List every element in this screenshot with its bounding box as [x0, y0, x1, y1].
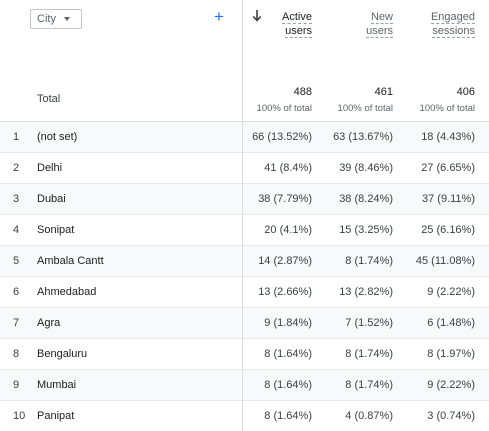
total-label: Total [37, 93, 61, 105]
new-users-cell: 8 (1.74%) [345, 379, 393, 391]
city-name: Bengaluru [37, 348, 88, 360]
row-index: 5 [13, 255, 20, 267]
row-index: 2 [13, 162, 20, 174]
engaged-sessions-cell: 6 (1.48%) [427, 317, 475, 329]
column-header-active-users[interactable]: Active users [282, 10, 312, 38]
row-index: 3 [13, 193, 20, 205]
table-row[interactable]: 9 Mumbai 8 (1.64%) 8 (1.74%) 9 (2.22%) [0, 370, 489, 401]
active-users-cell: 13 (2.66%) [258, 286, 312, 298]
new-users-cell: 4 (0.87%) [345, 410, 393, 422]
table-header [0, 0, 489, 122]
table-row[interactable]: 6 Ahmedabad 13 (2.66%) 13 (2.82%) 9 (2.22%) [0, 277, 489, 308]
new-users-cell: 38 (8.24%) [339, 193, 393, 205]
total-new-users-pct: 100% of total [337, 103, 393, 114]
column-header-new-users[interactable]: New users [366, 10, 393, 38]
city-name: (not set) [37, 131, 78, 143]
dimension-label: City [37, 13, 56, 25]
new-users-cell: 39 (8.46%) [339, 162, 393, 174]
engaged-sessions-cell: 25 (6.16%) [421, 224, 475, 236]
total-active-users-pct: 100% of total [256, 103, 312, 114]
table-row[interactable]: 3 Dubai 38 (7.79%) 38 (8.24%) 37 (9.11%) [0, 184, 489, 215]
table-row[interactable]: 7 Agra 9 (1.84%) 7 (1.52%) 6 (1.48%) [0, 308, 489, 339]
total-new-users: 461 [374, 86, 393, 98]
column-divider [242, 0, 243, 431]
row-index: 7 [13, 317, 20, 329]
total-engaged-sessions-pct: 100% of total [419, 103, 475, 114]
new-users-cell: 8 (1.74%) [345, 348, 393, 360]
column-header-line: Engaged [430, 11, 475, 24]
engaged-sessions-cell: 3 (0.74%) [427, 410, 475, 422]
table-row[interactable]: 10 Panipat 8 (1.64%) 4 (0.87%) 3 (0.74%) [0, 401, 489, 431]
row-index: 10 [13, 410, 26, 422]
engaged-sessions-cell: 18 (4.43%) [421, 131, 475, 143]
city-name: Ambala Cantt [37, 255, 104, 267]
active-users-cell: 38 (7.79%) [258, 193, 312, 205]
city-name: Mumbai [37, 379, 77, 391]
total-engaged-sessions: 406 [456, 86, 475, 98]
sort-descending-icon[interactable] [252, 10, 262, 22]
active-users-cell: 8 (1.64%) [264, 379, 312, 391]
active-users-cell: 20 (4.1%) [264, 224, 312, 236]
active-users-cell: 9 (1.84%) [264, 317, 312, 329]
new-users-cell: 15 (3.25%) [339, 224, 393, 236]
column-header-line: users [366, 25, 393, 38]
row-index: 9 [13, 379, 20, 391]
table-row[interactable]: 1 (not set) 66 (13.52%) 63 (13.67%) 18 (4.43… [0, 122, 489, 153]
table-row[interactable]: 8 Bengaluru 8 (1.64%) 8 (1.74%) 8 (1.97%) [0, 339, 489, 370]
table-row[interactable]: 2 Delhi 41 (8.4%) 39 (8.46%) 27 (6.65%) [0, 153, 489, 184]
engaged-sessions-cell: 9 (2.22%) [427, 379, 475, 391]
new-users-cell: 13 (2.82%) [339, 286, 393, 298]
column-header-line: Active [282, 11, 312, 24]
city-name: Ahmedabad [37, 286, 97, 298]
dimension-dropdown[interactable]: City [30, 9, 82, 29]
column-header-line: users [285, 25, 312, 38]
new-users-cell: 8 (1.74%) [345, 255, 393, 267]
engaged-sessions-cell: 27 (6.65%) [421, 162, 475, 174]
active-users-cell: 8 (1.64%) [264, 410, 312, 422]
row-index: 6 [13, 286, 20, 298]
active-users-cell: 66 (13.52%) [252, 131, 312, 143]
city-name: Delhi [37, 162, 63, 174]
city-name: Sonipat [37, 224, 75, 236]
caret-down-icon [63, 17, 70, 21]
engaged-sessions-cell: 37 (9.11%) [422, 193, 475, 205]
add-dimension-icon[interactable]: + [214, 7, 224, 26]
column-header-engaged-sessions[interactable]: Engaged sessions [430, 10, 475, 38]
new-users-cell: 7 (1.52%) [345, 317, 393, 329]
total-active-users: 488 [293, 86, 312, 98]
new-users-cell: 63 (13.67%) [333, 131, 393, 143]
active-users-cell: 14 (2.87%) [258, 255, 312, 267]
row-index: 4 [13, 224, 20, 236]
city-name: Panipat [37, 410, 75, 422]
engaged-sessions-cell: 45 (11.08%) [415, 255, 475, 267]
table-row[interactable]: 4 Sonipat 20 (4.1%) 15 (3.25%) 25 (6.16%) [0, 215, 489, 246]
city-name: Agra [37, 317, 61, 329]
row-index: 1 [13, 131, 20, 143]
table-row[interactable]: 5 Ambala Cantt 14 (2.87%) 8 (1.74%) 45 (11.0… [0, 246, 489, 277]
column-header-line: sessions [432, 25, 475, 38]
row-index: 8 [13, 348, 20, 360]
engaged-sessions-cell: 8 (1.97%) [427, 348, 475, 360]
column-header-line: New [370, 11, 393, 24]
active-users-cell: 8 (1.64%) [264, 348, 312, 360]
active-users-cell: 41 (8.4%) [264, 162, 312, 174]
city-name: Dubai [37, 193, 66, 205]
engaged-sessions-cell: 9 (2.22%) [427, 286, 475, 298]
